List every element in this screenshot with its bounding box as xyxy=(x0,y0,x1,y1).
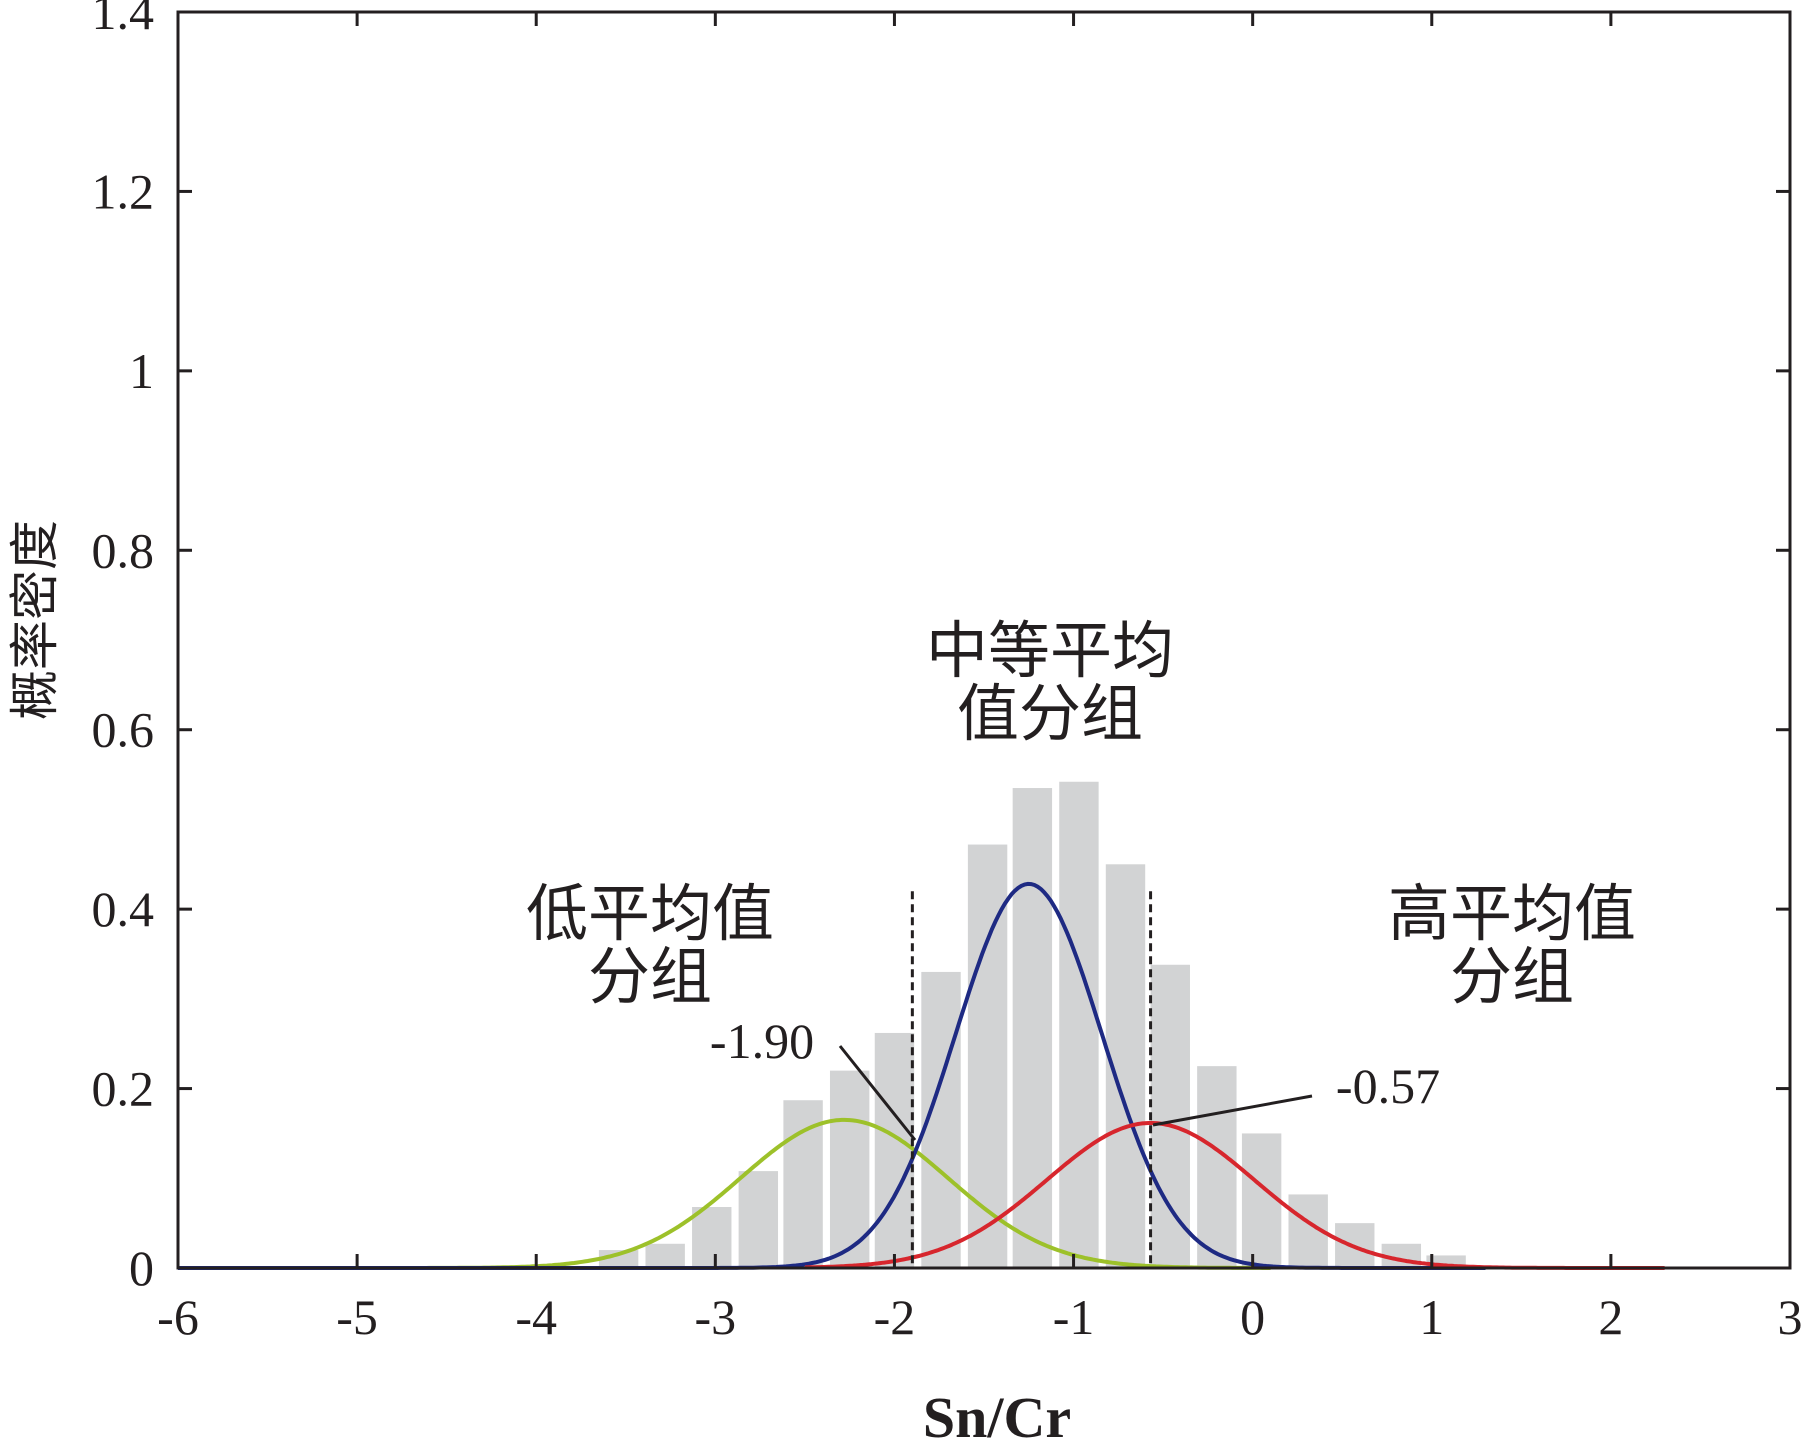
y-axis-title: 概率密度 xyxy=(6,520,64,720)
histogram-bar xyxy=(1150,964,1190,1268)
histogram-bar xyxy=(738,1171,779,1268)
x-tick-label: -2 xyxy=(874,1289,916,1345)
threshold-lines xyxy=(910,891,1153,1268)
x-tick-label: 2 xyxy=(1598,1289,1623,1345)
plot-frame xyxy=(176,10,1792,1270)
y-tick-label: 1.4 xyxy=(92,0,155,40)
histogram-bar xyxy=(645,1243,685,1268)
histogram-bar xyxy=(598,1250,639,1268)
mid-group-label-line1: 中等平均 xyxy=(926,614,1174,687)
threshold-low-label: -1.90 xyxy=(710,1013,814,1069)
axis-tick-labels: -6 -5 -4 -3 -2 -1 0 1 2 3 0 0.2 0.4 0.6 0.8 1 1.2 1.4 xyxy=(92,0,1803,1345)
x-tick-label: 0 xyxy=(1240,1289,1265,1345)
y-tick-label: 0.2 xyxy=(92,1061,155,1117)
high-group-label-line1: 高平均值 xyxy=(1388,877,1636,950)
x-tick-label: -6 xyxy=(157,1289,199,1345)
threshold-low-leader xyxy=(838,1045,917,1141)
threshold-high-leader xyxy=(1152,1094,1313,1127)
histogram-bar xyxy=(783,1100,823,1268)
y-tick-label: 1.2 xyxy=(92,163,155,219)
axis-ticks xyxy=(176,10,1792,1270)
y-tick-label: 0.6 xyxy=(92,702,155,758)
histogram-bar xyxy=(874,1032,915,1268)
y-tick-label: 0.8 xyxy=(92,522,155,578)
x-axis-title: Sn/Cr xyxy=(923,1385,1071,1443)
histogram-bar xyxy=(1197,1066,1237,1268)
high-group-label-line2: 分组 xyxy=(1450,940,1574,1013)
histogram-bar xyxy=(1241,1133,1282,1268)
y-tick-label: 0 xyxy=(129,1240,154,1296)
histogram-bar xyxy=(1059,781,1099,1268)
threshold-high-label: -0.57 xyxy=(1336,1058,1440,1114)
histogram-bar xyxy=(1012,788,1053,1268)
x-tick-label: -3 xyxy=(695,1289,737,1345)
histogram-bar xyxy=(692,1206,732,1268)
low-group-label-line2: 分组 xyxy=(588,940,712,1013)
histogram-bar xyxy=(829,1070,870,1268)
x-tick-label: -4 xyxy=(515,1289,557,1345)
y-tick-label: 0.4 xyxy=(92,881,155,937)
x-tick-label: -5 xyxy=(336,1289,378,1345)
low-group-label-line1: 低平均值 xyxy=(526,877,774,950)
x-tick-label: 3 xyxy=(1778,1289,1803,1345)
y-tick-label: 1 xyxy=(129,343,154,399)
histogram-bars xyxy=(598,781,1466,1268)
mid-group-label-line2: 值分组 xyxy=(957,677,1143,750)
x-tick-label: 1 xyxy=(1419,1289,1444,1345)
x-tick-label: -1 xyxy=(1053,1289,1095,1345)
